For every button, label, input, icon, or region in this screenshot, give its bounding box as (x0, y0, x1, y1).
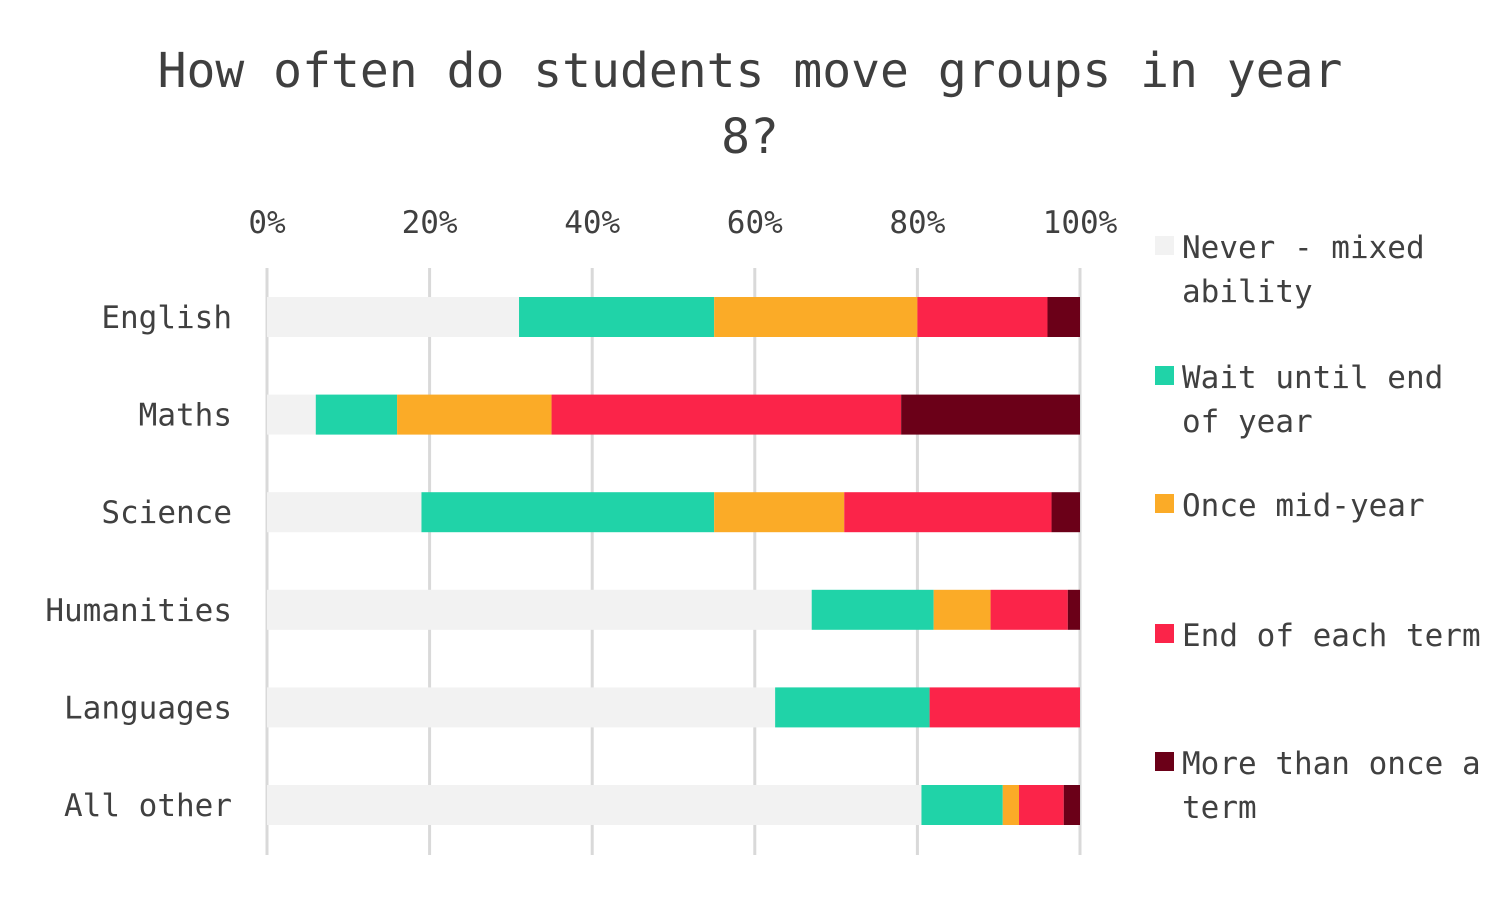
legend-label: Wait until end of year (1182, 360, 1444, 440)
gridlines (265, 268, 1082, 855)
bar-segment (921, 785, 1003, 825)
y-category-label: Languages (64, 690, 232, 726)
bar-segment (917, 297, 1048, 337)
y-category-label: Science (101, 495, 232, 531)
bar-segment (929, 687, 1080, 728)
x-tick-label: 80% (889, 205, 945, 241)
legend-label: End of each term (1182, 618, 1481, 654)
legend-label: More than once a term (1182, 746, 1481, 826)
bar-segment (990, 589, 1068, 630)
bar-segment (1063, 785, 1080, 825)
legend-swatch (1155, 236, 1174, 255)
y-category-label: Humanities (45, 593, 232, 629)
bar-segment (1067, 589, 1080, 630)
bar-segment (421, 492, 715, 533)
bar-segment (1047, 297, 1080, 337)
bar-segment (267, 297, 520, 337)
y-category-label: All other (64, 788, 232, 824)
bar-segment (267, 589, 812, 630)
bar-segment (267, 492, 422, 533)
bar-segment (933, 589, 991, 630)
bar-segment (844, 492, 1052, 533)
bar-segment (519, 297, 715, 337)
bar-segment (267, 394, 316, 435)
x-tick-label: 0% (248, 205, 286, 241)
x-tick-label: 60% (727, 205, 783, 241)
x-tick-label: 20% (402, 205, 458, 241)
bar-segment (775, 687, 930, 728)
axis-labels: 0% 20% 40% 60% 80% 100% English Maths Science Hum… (45, 205, 1117, 824)
legend-label: Once mid-year (1182, 488, 1425, 524)
x-tick-label: 40% (564, 205, 620, 241)
legend-swatch (1155, 494, 1174, 513)
bar-segment (1002, 785, 1020, 825)
bar-segment (811, 589, 934, 630)
legend-label: Never - mixed ability (1182, 230, 1425, 310)
bar-segment (714, 492, 845, 533)
bar-segment (551, 394, 902, 435)
y-category-label: English (101, 300, 232, 336)
bars (267, 297, 1080, 825)
bar-segment (267, 687, 776, 728)
chart-title: How often do students move groups in yea… (157, 43, 1343, 165)
bar-segment (397, 394, 552, 435)
bar-segment (267, 785, 922, 825)
legend-swatch (1155, 624, 1174, 643)
bar-segment (901, 394, 1080, 435)
bar-segment (1019, 785, 1064, 825)
bar-segment (315, 394, 398, 435)
legend-swatch (1155, 752, 1174, 771)
legend-swatch (1155, 366, 1174, 385)
bar-segment (714, 297, 918, 337)
x-tick-label: 100% (1043, 205, 1118, 241)
bar-segment (1051, 492, 1080, 533)
y-category-label: Maths (139, 398, 232, 434)
